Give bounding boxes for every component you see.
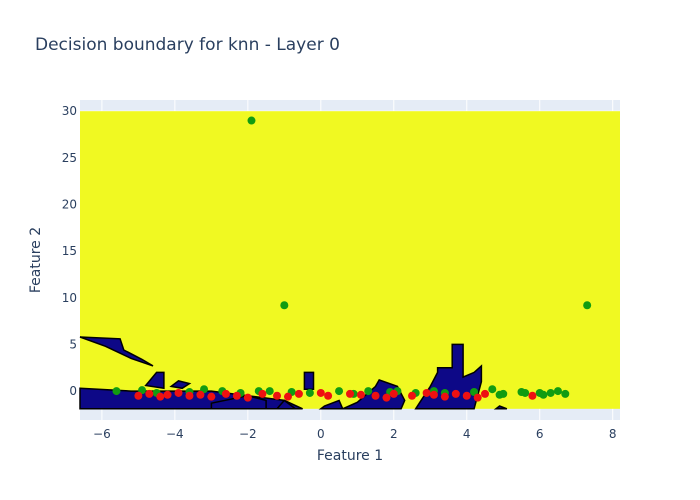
point-green (364, 387, 373, 396)
point-green (488, 385, 497, 394)
region-positive (80, 111, 620, 409)
point-red (462, 391, 471, 400)
point-green (305, 388, 314, 397)
point-red (346, 389, 354, 398)
x-tick-label: 4 (463, 427, 471, 441)
region-negative (275, 399, 298, 410)
y-tick-label: 20 (62, 197, 77, 211)
y-tick-label: 30 (62, 104, 77, 118)
point-red (294, 389, 303, 398)
y-tick-label: 15 (62, 244, 77, 258)
y-axis-title: Feature 2 (28, 227, 44, 293)
point-green (561, 389, 570, 398)
point-red (207, 392, 216, 401)
point-red (324, 391, 333, 400)
point-red (371, 391, 380, 400)
x-axis-ticks: −6 −4 −2 0 2 4 6 8 (93, 427, 616, 441)
point-green (499, 389, 508, 398)
region-negative (493, 405, 508, 410)
y-axis-ticks: 0 5 10 15 20 25 30 (62, 104, 77, 398)
y-tick-label: 0 (69, 384, 77, 398)
point-red (258, 389, 267, 398)
point-green (265, 387, 274, 396)
region-negative (303, 371, 315, 390)
region-negative (169, 379, 192, 390)
point-red (243, 393, 252, 402)
point-red (356, 390, 365, 399)
y-tick-label: 25 (62, 151, 77, 165)
x-tick-label: 6 (536, 427, 544, 441)
x-tick-label: 0 (317, 427, 325, 441)
point-red (156, 392, 165, 401)
point-red (451, 389, 460, 398)
point-green (335, 387, 344, 396)
chart-title: Decision boundary for knn - Layer 0 (35, 35, 340, 55)
region-negative (318, 399, 344, 410)
point-red (316, 388, 325, 397)
point-green (112, 387, 121, 396)
point-red (134, 391, 143, 400)
point-green (539, 390, 548, 399)
point-red (422, 388, 431, 397)
region-negative (79, 336, 154, 367)
x-tick-label: −6 (93, 427, 111, 441)
point-red (221, 389, 230, 398)
x-tick-label: 8 (609, 427, 617, 441)
point-red (273, 391, 282, 400)
point-red (528, 391, 537, 400)
point-green (521, 388, 530, 397)
point-green (553, 387, 562, 396)
point-red (408, 391, 417, 400)
point-red (196, 390, 205, 399)
x-tick-label: −4 (166, 427, 184, 441)
point-red (145, 389, 154, 398)
point-red (473, 393, 482, 402)
y-tick-label: 5 (69, 337, 77, 351)
point-red (185, 391, 194, 400)
point-red (389, 389, 398, 398)
point-red (429, 390, 438, 399)
decision-regions (79, 111, 620, 410)
point-green (546, 388, 555, 397)
x-tick-label: 2 (390, 427, 398, 441)
point-red (440, 392, 449, 401)
region-negative (210, 394, 267, 410)
y-tick-label: 10 (62, 291, 77, 305)
data-points (112, 116, 592, 402)
point-red (481, 389, 489, 398)
point-green (583, 301, 592, 310)
point-green (247, 116, 256, 125)
point-red (174, 388, 183, 397)
point-red (163, 390, 172, 399)
point-red (382, 393, 391, 402)
x-axis-title: Feature 1 (317, 448, 383, 464)
region-negative (144, 371, 165, 390)
point-green (280, 301, 289, 310)
x-tick-label: −2 (239, 427, 257, 441)
point-red (232, 391, 241, 400)
point-red (283, 392, 292, 401)
